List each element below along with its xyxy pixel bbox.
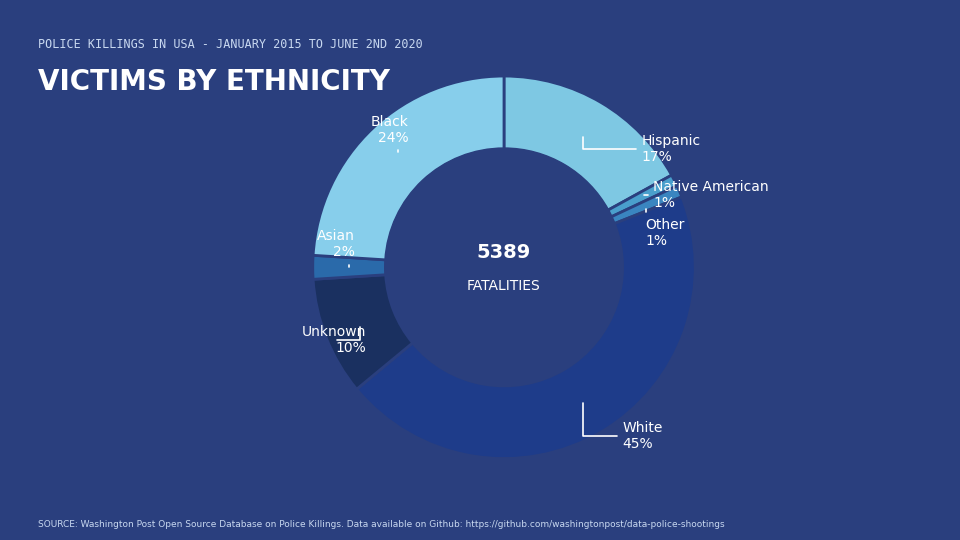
Text: POLICE KILLINGS IN USA - JANUARY 2015 TO JUNE 2ND 2020: POLICE KILLINGS IN USA - JANUARY 2015 TO… <box>38 38 423 51</box>
Wedge shape <box>504 76 672 210</box>
Wedge shape <box>608 175 677 217</box>
Wedge shape <box>313 255 386 279</box>
Text: Unknown
10%: Unknown 10% <box>302 325 367 355</box>
Text: Other
1%: Other 1% <box>645 208 684 248</box>
Wedge shape <box>313 275 413 389</box>
Wedge shape <box>313 76 504 260</box>
Text: Asian
2%: Asian 2% <box>317 230 355 267</box>
Text: Native American
1%: Native American 1% <box>643 179 769 210</box>
Text: VICTIMS BY ETHNICITY: VICTIMS BY ETHNICITY <box>38 68 391 96</box>
Text: Black
24%: Black 24% <box>371 114 408 152</box>
Wedge shape <box>612 186 682 224</box>
Circle shape <box>385 148 623 386</box>
Text: White
45%: White 45% <box>583 403 663 451</box>
Text: 5389: 5389 <box>477 242 531 261</box>
Text: SOURCE: Washington Post Open Source Database on Police Killings. Data available : SOURCE: Washington Post Open Source Data… <box>38 520 725 529</box>
Wedge shape <box>356 197 695 458</box>
Text: Hispanic
17%: Hispanic 17% <box>583 133 701 164</box>
Text: FATALITIES: FATALITIES <box>468 279 540 293</box>
